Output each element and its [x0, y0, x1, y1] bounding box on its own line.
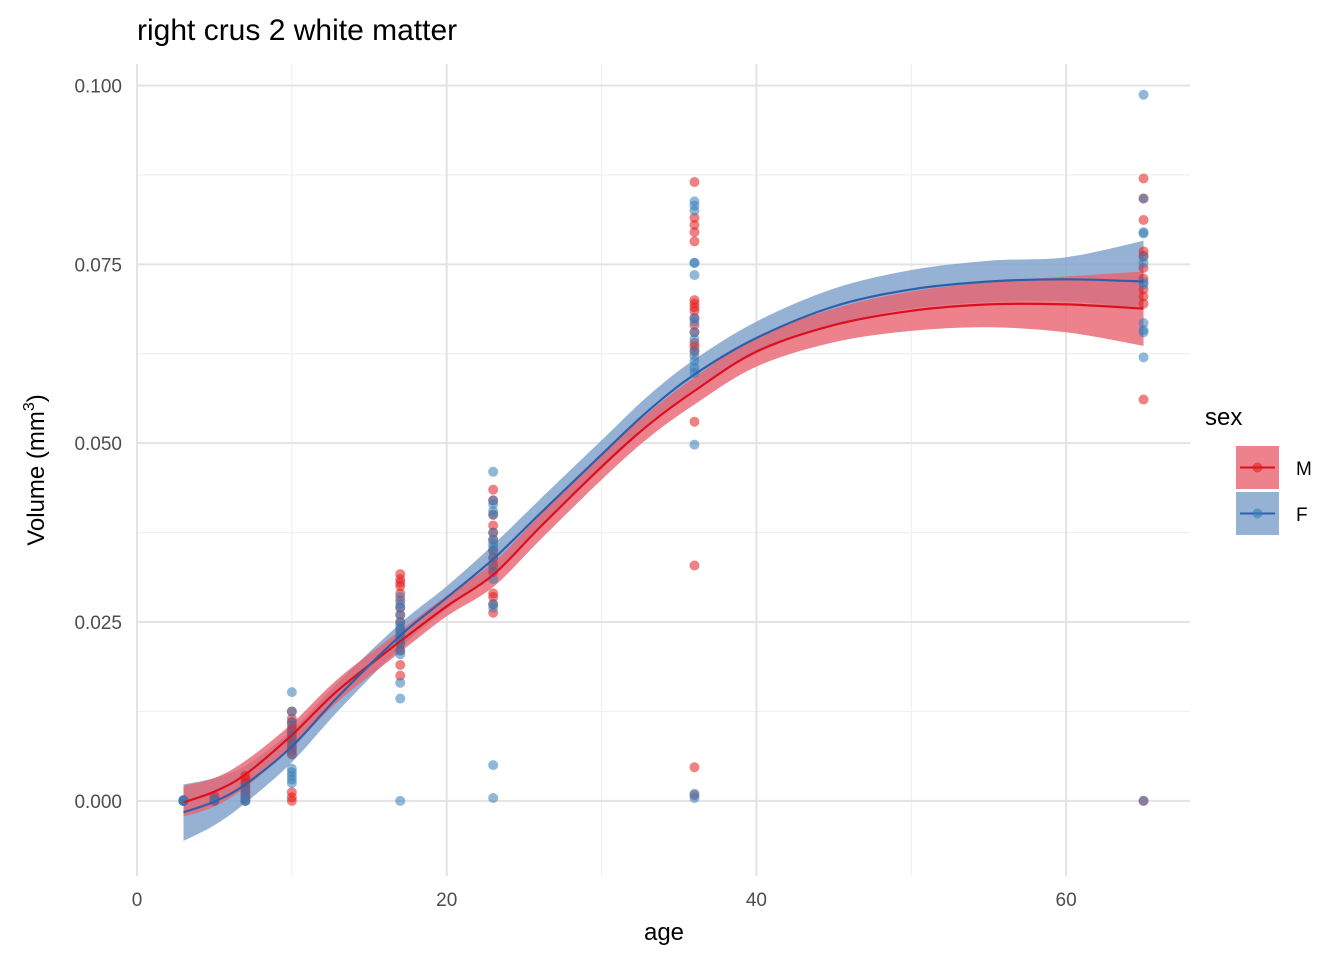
data-point-f — [395, 649, 406, 660]
data-point-f — [488, 527, 499, 538]
y-tick-label: 0.000 — [74, 792, 122, 813]
legend-label-m: M — [1296, 459, 1312, 480]
data-point-m — [286, 795, 297, 806]
legend-key-m — [1236, 446, 1279, 489]
y-axis-label-superscript: 3 — [21, 402, 38, 411]
data-point-f — [395, 677, 406, 688]
legend-point — [1252, 508, 1263, 519]
data-point-f — [395, 609, 406, 620]
data-point-f — [1138, 352, 1149, 363]
legend: sex M F — [1205, 404, 1312, 535]
data-point-m — [488, 591, 499, 602]
y-axis-ticks: 0.000 0.025 0.050 0.075 0.100 — [74, 76, 122, 812]
data-point-f — [689, 439, 700, 450]
y-tick-label: 0.050 — [74, 434, 122, 455]
chart-title: right crus 2 white matter — [137, 14, 457, 47]
grid — [136, 64, 1190, 876]
data-point-f — [240, 781, 251, 792]
confidence-band-m — [183, 271, 1144, 817]
x-axis-ticks: 0 20 40 60 — [132, 890, 1077, 911]
data-point-f — [286, 777, 297, 788]
data-point-f — [488, 466, 499, 477]
data-point-m — [1138, 214, 1149, 225]
data-point-f — [1138, 89, 1149, 100]
data-point-m — [689, 177, 700, 188]
data-point-f — [286, 727, 297, 738]
y-axis-label-close: ) — [23, 394, 50, 402]
y-tick-label: 0.025 — [74, 613, 122, 634]
data-point-f — [689, 334, 700, 345]
x-tick-label: 20 — [436, 890, 457, 911]
fit-line-f — [183, 278, 1144, 814]
data-point-m — [395, 670, 406, 681]
data-point-f — [689, 355, 700, 366]
data-point-f — [286, 706, 297, 717]
legend-title: sex — [1205, 404, 1242, 431]
x-tick-label: 0 — [132, 890, 143, 911]
fit-lines — [183, 278, 1144, 814]
data-point-f — [178, 795, 189, 806]
x-tick-label: 60 — [1056, 890, 1077, 911]
data-point-f — [1138, 795, 1149, 806]
data-point-m — [689, 227, 700, 238]
data-point-f — [488, 793, 499, 804]
data-point-f — [488, 563, 499, 574]
data-point-f — [488, 545, 499, 556]
data-point-m — [689, 236, 700, 247]
data-point-f — [1138, 257, 1149, 268]
legend-key-f — [1236, 492, 1279, 535]
fit-line-m — [183, 302, 1144, 804]
data-point-f — [1138, 193, 1149, 204]
data-point-f — [286, 687, 297, 698]
data-point-m — [1138, 298, 1149, 309]
data-point-f — [395, 693, 406, 704]
y-tick-label: 0.100 — [74, 76, 122, 97]
data-point-f — [395, 795, 406, 806]
data-point-m — [1138, 394, 1149, 405]
y-tick-label: 0.075 — [74, 255, 122, 276]
data-point-f — [488, 509, 499, 520]
data-point-f — [488, 602, 499, 613]
data-point-f — [689, 327, 700, 338]
data-point-f — [1138, 327, 1149, 338]
data-point-f — [286, 717, 297, 728]
data-point-m — [689, 762, 700, 773]
data-point-m — [689, 416, 700, 427]
data-point-f — [689, 793, 700, 804]
y-axis-label: Volume (mm3) — [21, 394, 50, 546]
data-point-m — [395, 659, 406, 670]
data-point-f — [395, 638, 406, 649]
data-point-m — [1138, 173, 1149, 184]
data-point-m — [1138, 291, 1149, 302]
confidence-band-f — [183, 240, 1144, 841]
data-point-m — [488, 484, 499, 495]
data-point-f — [689, 316, 700, 327]
data-point-f — [689, 205, 700, 216]
data-point-m — [689, 219, 700, 230]
data-point-f — [1138, 317, 1149, 328]
data-point-f — [689, 270, 700, 281]
data-point-f — [488, 498, 499, 509]
data-point-m — [689, 305, 700, 316]
data-point-f — [395, 591, 406, 602]
legend-point — [1252, 462, 1263, 473]
data-point-m — [689, 212, 700, 223]
data-point-f — [395, 602, 406, 613]
data-point-f — [689, 257, 700, 268]
data-point-f — [286, 749, 297, 760]
data-point-m — [689, 560, 700, 571]
data-point-m — [488, 520, 499, 531]
y-axis-label-main: Volume (mm — [23, 411, 50, 546]
confidence-bands — [183, 240, 1144, 841]
data-point-f — [1138, 228, 1149, 239]
data-point-f — [488, 760, 499, 771]
legend-label-f: F — [1296, 505, 1308, 526]
data-point-m — [395, 581, 406, 592]
x-axis-label: age — [644, 919, 684, 946]
x-tick-label: 40 — [746, 890, 767, 911]
